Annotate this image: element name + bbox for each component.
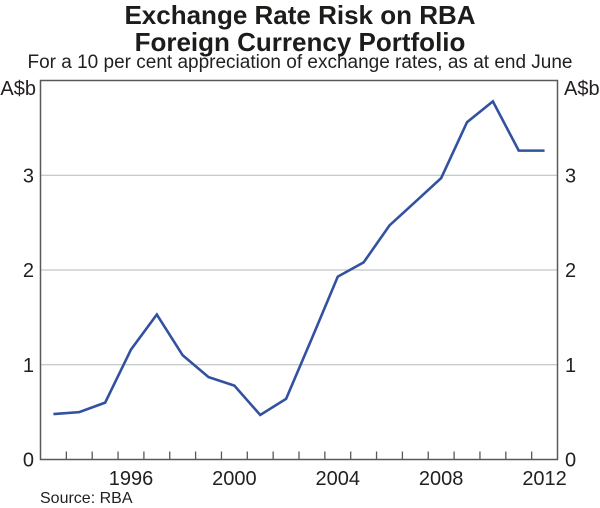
y-tick-label-right-0: 0 [565, 450, 576, 472]
y-tick-label-right-3: 3 [565, 165, 576, 187]
page-title: Exchange Rate Risk on RBA Foreign Curren… [0, 2, 600, 56]
y-tick-label-right-1: 1 [565, 355, 576, 377]
x-tick-label-2008: 2008 [419, 468, 464, 490]
y-tick-label-right-2: 2 [565, 260, 576, 282]
y-axis-unit-label-left: A$b [0, 78, 36, 100]
x-tick-label-1996: 1996 [109, 468, 154, 490]
y-axis-unit-label-right: A$b [564, 78, 600, 100]
y-tick-label-left-1: 1 [23, 355, 34, 377]
x-tick-label-2000: 2000 [212, 468, 257, 490]
page-title-line2: Foreign Currency Portfolio [134, 27, 466, 57]
chart-subtitle: For a 10 per cent appreciation of exchan… [27, 52, 573, 73]
y-tick-label-left-3: 3 [23, 165, 34, 187]
x-tick-label-2012: 2012 [522, 468, 567, 490]
x-tick-label-2004: 2004 [316, 468, 361, 490]
source-note: Source: RBA [40, 490, 133, 507]
data-line-exchange-rate-risk [53, 99, 545, 417]
y-tick-label-left-2: 2 [23, 260, 34, 282]
page-title-line1: Exchange Rate Risk on RBA [124, 0, 476, 30]
y-tick-label-left-0: 0 [23, 450, 34, 472]
